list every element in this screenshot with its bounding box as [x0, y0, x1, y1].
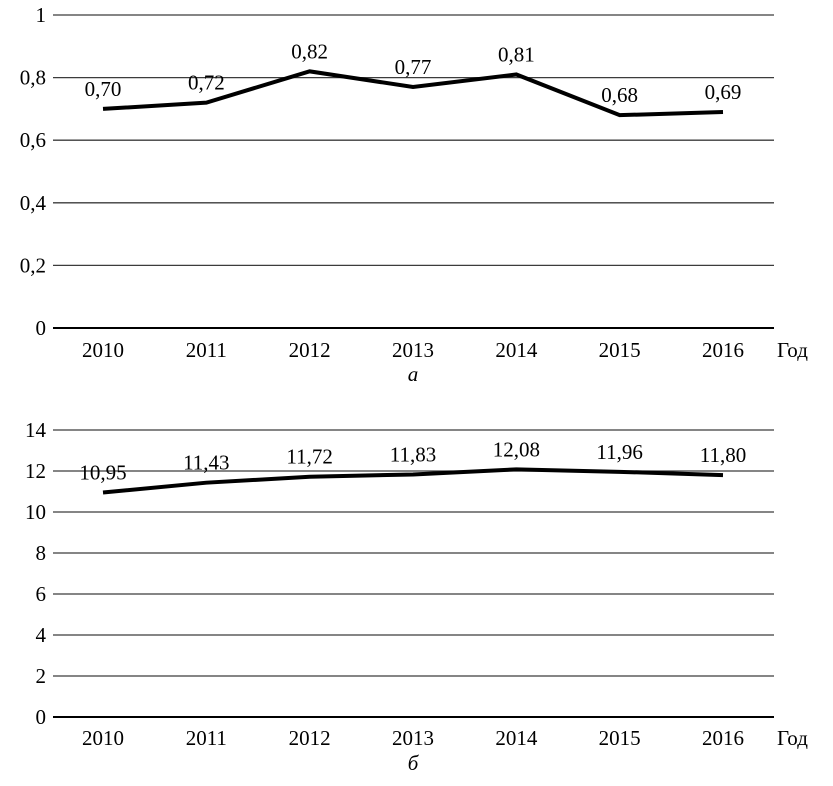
x-tick-label: 2010	[82, 726, 124, 750]
x-tick-label: 2012	[289, 338, 331, 362]
data-label: 11,72	[286, 445, 332, 469]
data-label: 0,72	[188, 71, 225, 95]
x-tick-label: 2014	[495, 338, 538, 362]
x-tick-label: 2016	[702, 726, 744, 750]
data-label: 0,77	[395, 55, 432, 79]
data-label: 11,80	[700, 443, 746, 467]
x-tick-label: 2013	[392, 726, 434, 750]
x-tick-label: 2011	[186, 726, 227, 750]
x-tick-label: 2015	[599, 726, 641, 750]
y-tick-label: 0,8	[20, 66, 46, 90]
x-tick-label: 2015	[599, 338, 641, 362]
y-tick-label: 4	[36, 623, 47, 647]
data-label: 10,95	[79, 461, 126, 485]
y-tick-label: 0,6	[20, 128, 46, 152]
x-tick-label: 2014	[495, 726, 538, 750]
series-line	[102, 467, 724, 495]
chart-b: 0 2 4 6 8 10 12 14 10,95 11,43 11,72 11,83 12,08 11,9…	[25, 418, 808, 775]
data-label: 11,83	[390, 442, 436, 466]
y-tick-label: 12	[25, 459, 46, 483]
series-line	[102, 69, 724, 118]
data-label: 0,69	[705, 80, 742, 104]
x-tick-label: 2012	[289, 726, 331, 750]
y-tick-label: 0,2	[20, 253, 46, 277]
data-label: 0,68	[601, 83, 638, 107]
data-label: 12,08	[493, 437, 540, 461]
y-tick-label: 1	[36, 3, 47, 27]
x-axis-title: Год	[777, 726, 808, 750]
chart-caption: б	[408, 751, 420, 775]
chart-caption: а	[408, 362, 419, 386]
x-axis-title: Год	[777, 338, 808, 362]
data-label: 11,96	[596, 440, 642, 464]
y-tick-label: 0,4	[20, 191, 47, 215]
data-label: 0,81	[498, 42, 535, 66]
data-label: 0,70	[85, 77, 122, 101]
chart-a: 00,20,40,60,810,70 0,720,820,770,810,68 0,…	[20, 3, 808, 386]
data-label: 0,82	[291, 39, 328, 63]
y-tick-label: 0	[36, 705, 47, 729]
y-tick-label: 2	[36, 664, 47, 688]
x-tick-label: 2016	[702, 338, 744, 362]
x-tick-label: 2011	[186, 338, 227, 362]
y-tick-label: 8	[36, 541, 47, 565]
x-tick-label: 2013	[392, 338, 434, 362]
y-tick-label: 10	[25, 500, 46, 524]
x-tick-label: 2010	[82, 338, 124, 362]
data-label: 11,43	[183, 451, 229, 475]
y-tick-label: 0	[36, 316, 47, 340]
y-tick-label: 14	[25, 418, 47, 442]
y-tick-label: 6	[36, 582, 47, 606]
